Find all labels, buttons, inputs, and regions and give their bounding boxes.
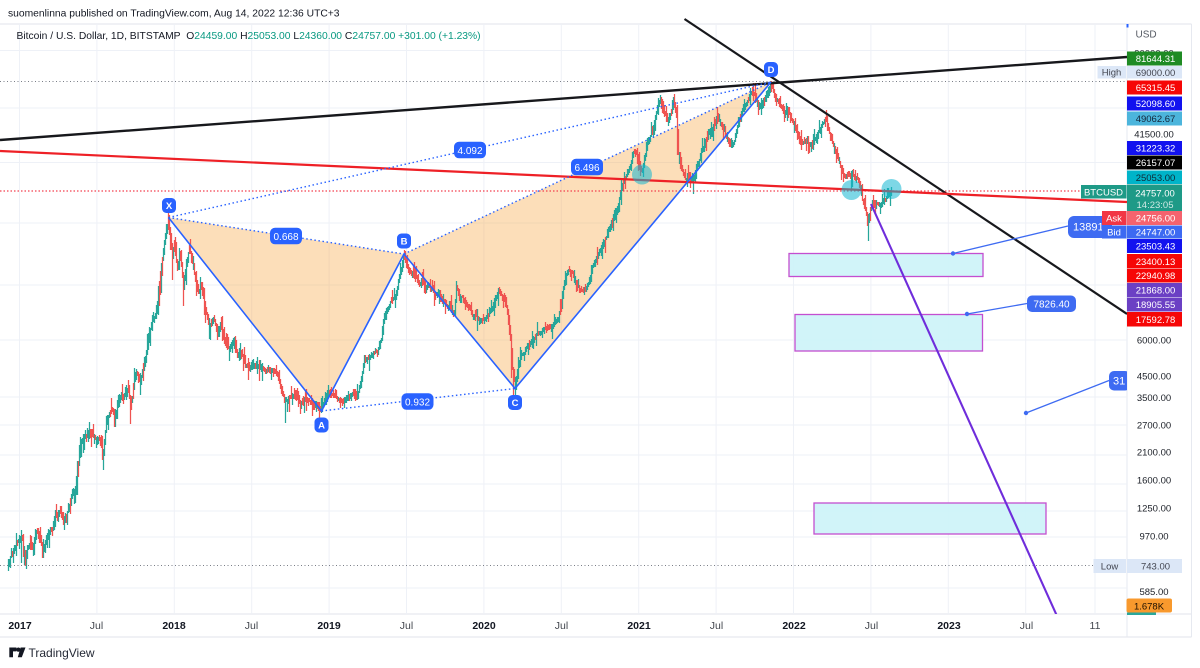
svg-text:4.092: 4.092 — [457, 146, 482, 157]
svg-text:TradingView: TradingView — [29, 646, 95, 660]
svg-text:11: 11 — [1090, 620, 1101, 632]
svg-text:X: X — [166, 201, 173, 212]
svg-text:Jul: Jul — [90, 620, 103, 632]
svg-text:A: A — [318, 421, 325, 432]
svg-text:2022: 2022 — [782, 620, 806, 632]
svg-text:26157.07: 26157.07 — [1136, 158, 1176, 169]
svg-text:23400.13: 23400.13 — [1136, 257, 1176, 268]
svg-text:2020: 2020 — [472, 620, 496, 632]
svg-text:743.00: 743.00 — [1141, 562, 1170, 573]
svg-text:0.932: 0.932 — [405, 397, 430, 408]
svg-text:1.678K: 1.678K — [1134, 601, 1165, 612]
svg-text:81644.31: 81644.31 — [1136, 54, 1176, 65]
svg-text:1600.00: 1600.00 — [1137, 476, 1171, 487]
svg-text:7826.40: 7826.40 — [1033, 299, 1070, 310]
svg-text:1250.00: 1250.00 — [1137, 504, 1171, 515]
svg-text:Jul: Jul — [555, 620, 568, 632]
svg-text:BTCUSD: BTCUSD — [1084, 187, 1123, 198]
svg-text:Low: Low — [1101, 561, 1119, 572]
svg-text:24747.00: 24747.00 — [1136, 228, 1176, 239]
svg-text:2019: 2019 — [317, 620, 341, 632]
svg-text:2700.00: 2700.00 — [1137, 421, 1171, 432]
svg-text:18905.55: 18905.55 — [1136, 300, 1176, 311]
svg-text:2021: 2021 — [627, 620, 651, 632]
svg-text:22940.98: 22940.98 — [1136, 271, 1176, 282]
svg-text:25053.00: 25053.00 — [1136, 173, 1176, 184]
svg-text:52098.60: 52098.60 — [1136, 99, 1176, 110]
svg-text:24756.00: 24756.00 — [1136, 214, 1176, 225]
svg-text:2017: 2017 — [8, 620, 32, 632]
svg-text:High: High — [1102, 67, 1122, 78]
svg-text:23503.43: 23503.43 — [1136, 242, 1176, 253]
svg-text:4500.00: 4500.00 — [1137, 372, 1171, 383]
svg-text:585.00: 585.00 — [1139, 587, 1168, 598]
svg-text:2100.00: 2100.00 — [1137, 448, 1171, 459]
svg-text:970.00: 970.00 — [1139, 532, 1168, 543]
svg-text:65315.45: 65315.45 — [1136, 83, 1176, 94]
svg-text:C: C — [512, 398, 519, 409]
svg-text:49062.67: 49062.67 — [1136, 114, 1176, 125]
svg-text:6.496: 6.496 — [574, 163, 599, 174]
svg-text:21868.00: 21868.00 — [1136, 286, 1176, 297]
svg-text:Jul: Jul — [1020, 620, 1033, 632]
svg-text:17592.78: 17592.78 — [1136, 315, 1176, 326]
svg-text:USD: USD — [1136, 30, 1157, 41]
svg-text:Ask: Ask — [1106, 213, 1122, 224]
svg-text:31: 31 — [1113, 375, 1125, 387]
svg-text:Jul: Jul — [710, 620, 723, 632]
svg-text:B: B — [401, 237, 408, 248]
svg-text:2018: 2018 — [162, 620, 186, 632]
svg-text:14:23:05: 14:23:05 — [1137, 200, 1174, 211]
svg-text:Bitcoin / U.S. Dollar, 1D, BIT: Bitcoin / U.S. Dollar, 1D, BITSTAMP O244… — [17, 31, 481, 42]
svg-text:69000.00: 69000.00 — [1136, 68, 1176, 79]
svg-text:Bid: Bid — [1107, 227, 1121, 238]
svg-text:Jul: Jul — [245, 620, 258, 632]
svg-text:13891: 13891 — [1073, 222, 1104, 234]
svg-text:2023: 2023 — [937, 620, 961, 632]
svg-text:Jul: Jul — [865, 620, 878, 632]
svg-text:D: D — [768, 65, 775, 76]
svg-text:0.668: 0.668 — [273, 232, 298, 243]
svg-text:6000.00: 6000.00 — [1137, 336, 1171, 347]
svg-text:24757.00: 24757.00 — [1135, 189, 1175, 200]
svg-text:suomenlinna published on Tradi: suomenlinna published on TradingView.com… — [8, 9, 340, 20]
svg-text:31223.32: 31223.32 — [1136, 144, 1176, 155]
svg-text:Jul: Jul — [400, 620, 413, 632]
svg-text:41500.00: 41500.00 — [1134, 130, 1174, 141]
svg-text:3500.00: 3500.00 — [1137, 393, 1171, 404]
